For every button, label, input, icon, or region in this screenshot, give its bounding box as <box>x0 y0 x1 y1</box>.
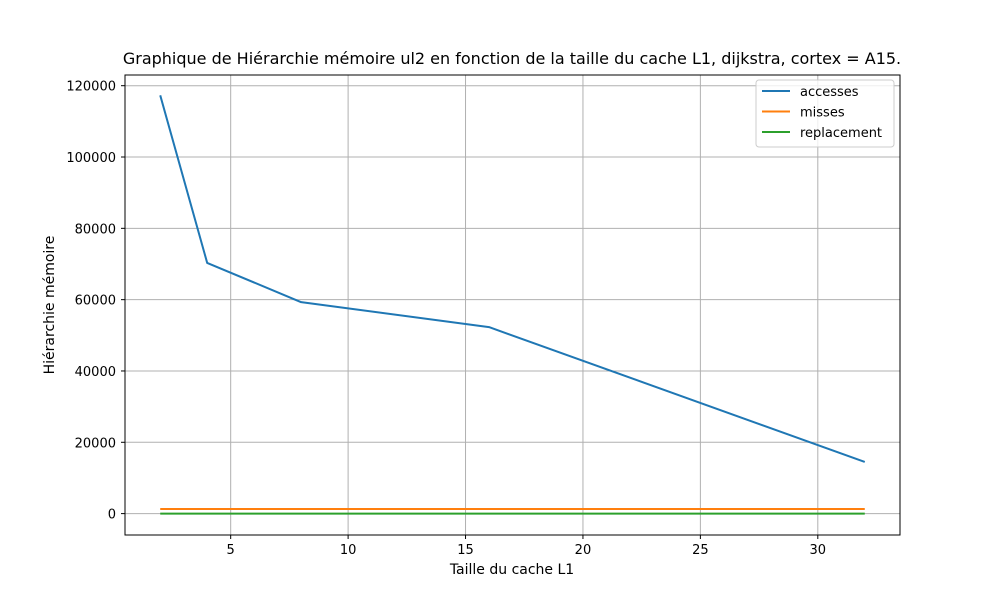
y-tick-label: 60000 <box>75 294 116 309</box>
y-tick-label: 20000 <box>75 436 116 451</box>
chart-title: Graphique de Hiérarchie mémoire ul2 en f… <box>123 49 901 68</box>
legend-box <box>755 79 895 148</box>
y-tick-label: 120000 <box>66 80 116 95</box>
legend-label-replacement: replacement <box>800 126 882 141</box>
y-axis-label: Hiérarchie mémoire <box>42 236 58 375</box>
legend-label-misses: misses <box>800 106 845 121</box>
x-tick-label: 20 <box>575 543 592 558</box>
x-axis-ticks: 5 10 15 20 25 30 <box>227 535 827 558</box>
x-tick-label: 15 <box>457 543 474 558</box>
y-axis-ticks: 0 20000 40000 60000 80000 100000 120000 <box>66 80 125 523</box>
y-tick-label: 0 <box>108 508 116 523</box>
legend: accesses misses replacement <box>755 79 895 148</box>
y-tick-label: 80000 <box>75 222 116 237</box>
x-tick-label: 25 <box>692 543 709 558</box>
x-axis-label: Taille du cache L1 <box>449 562 574 578</box>
series-lines <box>159 95 866 515</box>
plot-frame <box>124 74 901 536</box>
x-tick-label: 5 <box>227 543 235 558</box>
y-tick-label: 40000 <box>75 365 116 380</box>
x-tick-label: 30 <box>810 543 827 558</box>
x-tick-label: 10 <box>340 543 357 558</box>
legend-label-accesses: accesses <box>800 85 859 100</box>
series-line-accesses <box>159 95 866 463</box>
y-tick-label: 100000 <box>66 151 116 166</box>
